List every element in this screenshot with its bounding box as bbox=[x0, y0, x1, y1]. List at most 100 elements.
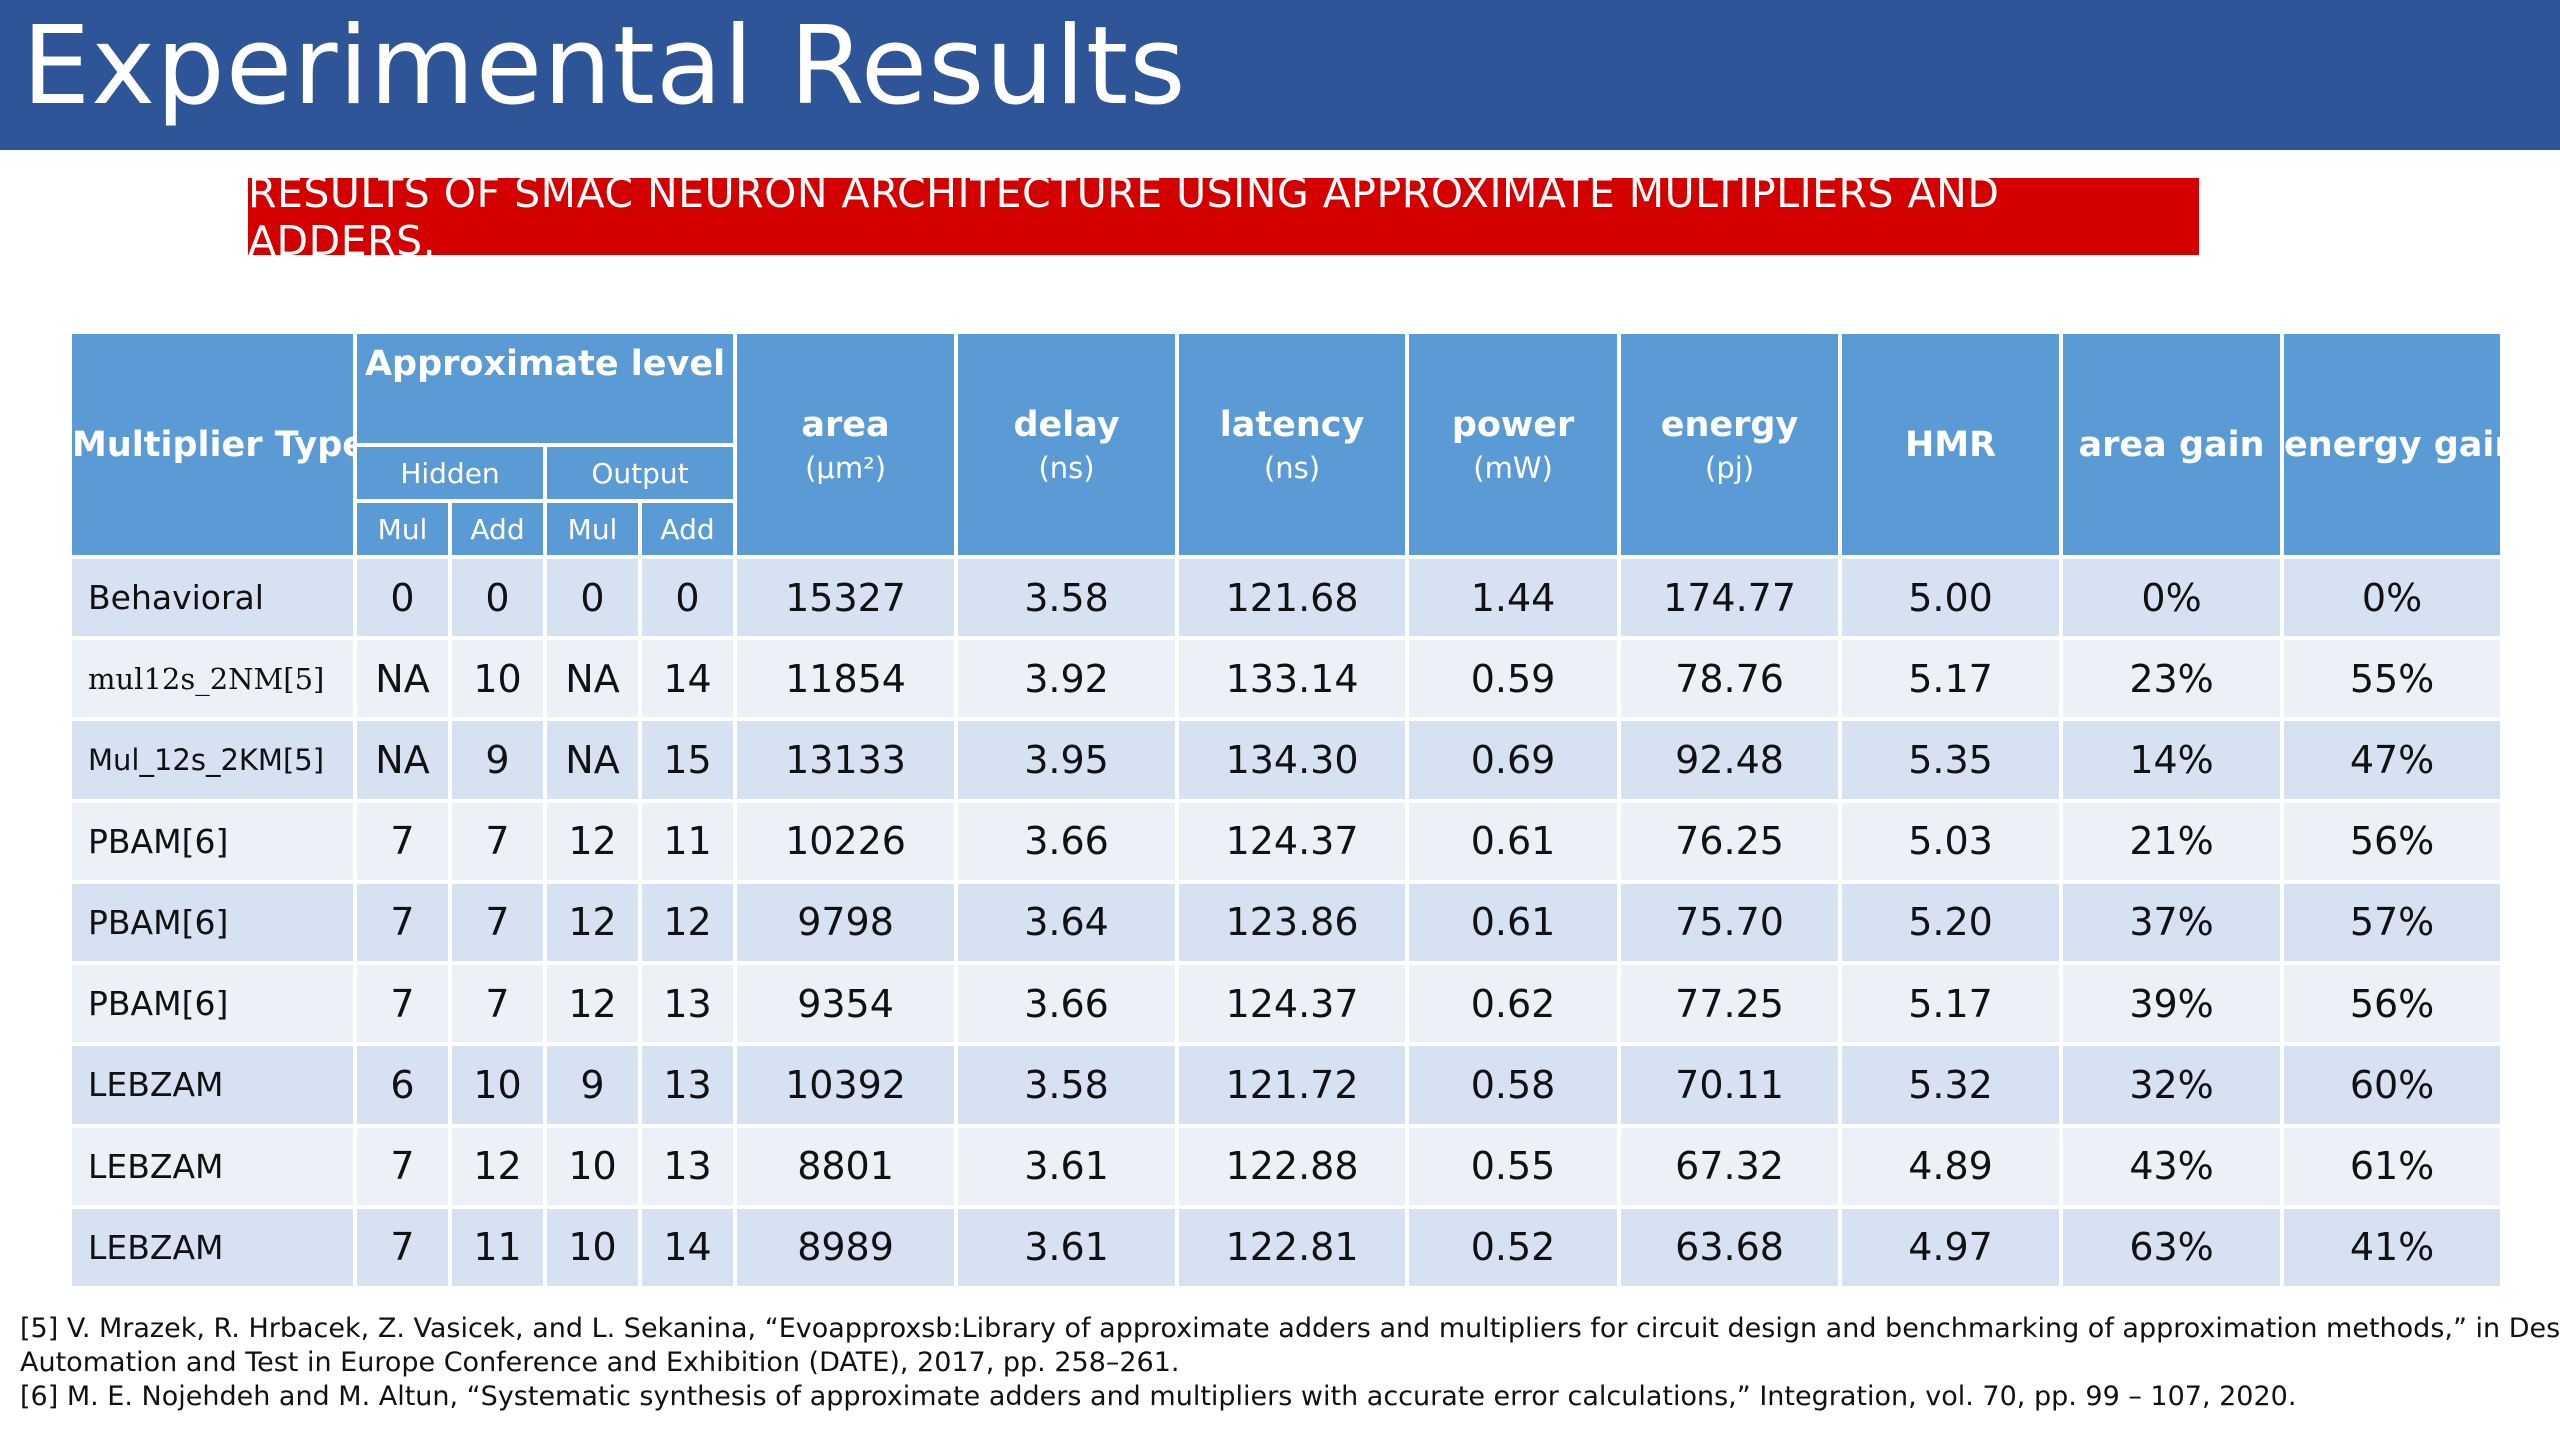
cell-multiplier-type: LEBZAM bbox=[68, 1042, 357, 1128]
table-row: PBAM[6] 7 7 12 12 9798 3.64 123.86 0.61 … bbox=[68, 879, 2505, 966]
cell-energy: 78.76 bbox=[1617, 636, 1843, 722]
header-area-label: area bbox=[801, 404, 890, 445]
cell-hidden-add: 7 bbox=[448, 879, 547, 966]
cell-area: 13133 bbox=[733, 717, 959, 803]
header-hmr: HMR bbox=[1838, 330, 2064, 559]
cell-power: 0.69 bbox=[1405, 717, 1622, 803]
cell-delay: 3.64 bbox=[954, 879, 1180, 966]
cell-output-mul: 9 bbox=[543, 1042, 642, 1128]
cell-output-add: 14 bbox=[637, 636, 738, 722]
cell-hidden-mul: NA bbox=[353, 636, 452, 722]
cell-energy: 67.32 bbox=[1617, 1123, 1843, 1209]
table-row: Behavioral 0 0 0 0 15327 3.58 121.68 1.4… bbox=[68, 554, 2505, 641]
header-delay-unit: (ns) bbox=[1038, 450, 1095, 485]
cell-output-mul: 12 bbox=[543, 798, 642, 884]
cell-hmr: 5.03 bbox=[1838, 798, 2064, 884]
header-area-gain: area gain bbox=[2059, 330, 2285, 559]
cell-area: 9798 bbox=[733, 879, 959, 966]
header-energy: energy (pj) bbox=[1617, 330, 1843, 559]
cell-latency: 124.37 bbox=[1175, 961, 1410, 1047]
cell-multiplier-type: PBAM[6] bbox=[68, 879, 357, 966]
cell-output-add: 15 bbox=[637, 717, 738, 803]
cell-hidden-mul: 7 bbox=[353, 961, 452, 1047]
header-multiplier-type: Multiplier Type bbox=[68, 330, 357, 559]
cell-energy: 77.25 bbox=[1617, 961, 1843, 1047]
cell-power: 0.61 bbox=[1405, 879, 1622, 966]
cell-output-mul: 0 bbox=[543, 554, 642, 641]
cell-output-mul: 10 bbox=[543, 1204, 642, 1291]
cell-area: 9354 bbox=[733, 961, 959, 1047]
cell-latency: 123.86 bbox=[1175, 879, 1410, 966]
header-area: area (μm²) bbox=[733, 330, 959, 559]
cell-energy-gain: 0% bbox=[2280, 554, 2505, 641]
title-bar: Experimental Results bbox=[0, 0, 2560, 150]
slide-title: Experimental Results bbox=[22, 4, 1187, 129]
cell-multiplier-type: mul12s_2NM[5] bbox=[68, 636, 357, 722]
cell-area: 15327 bbox=[733, 554, 959, 641]
cell-area-gain: 23% bbox=[2059, 636, 2285, 722]
cell-energy: 70.11 bbox=[1617, 1042, 1843, 1128]
cell-output-mul: NA bbox=[543, 717, 642, 803]
reference-6: [6] M. E. Nojehdeh and M. Altun, “System… bbox=[20, 1381, 2297, 1412]
cell-hidden-mul: NA bbox=[353, 717, 452, 803]
cell-output-add: 13 bbox=[637, 961, 738, 1047]
cell-hmr: 5.00 bbox=[1838, 554, 2064, 641]
cell-latency: 121.72 bbox=[1175, 1042, 1410, 1128]
reference-5-line-1: [5] V. Mrazek, R. Hrbacek, Z. Vasicek, a… bbox=[20, 1313, 2560, 1344]
header-hidden: Hidden bbox=[353, 443, 547, 503]
cell-hmr: 4.97 bbox=[1838, 1204, 2064, 1291]
cell-multiplier-type: LEBZAM bbox=[68, 1123, 357, 1209]
cell-output-add: 11 bbox=[637, 798, 738, 884]
cell-area: 10392 bbox=[733, 1042, 959, 1128]
cell-output-add: 13 bbox=[637, 1042, 738, 1128]
cell-energy-gain: 47% bbox=[2280, 717, 2505, 803]
cell-power: 0.62 bbox=[1405, 961, 1622, 1047]
header-approximate-level: Approximate level bbox=[352, 330, 738, 447]
cell-hidden-add: 7 bbox=[448, 798, 547, 884]
cell-output-mul: 12 bbox=[543, 961, 642, 1047]
header-latency-unit: (ns) bbox=[1263, 450, 1321, 485]
cell-hmr: 5.32 bbox=[1838, 1042, 2064, 1128]
header-area-unit: (μm²) bbox=[805, 450, 887, 485]
cell-delay: 3.58 bbox=[954, 554, 1180, 641]
cell-multiplier-type: LEBZAM bbox=[68, 1204, 357, 1291]
cell-area-gain: 39% bbox=[2059, 961, 2285, 1047]
cell-energy: 174.77 bbox=[1617, 554, 1843, 641]
cell-hidden-mul: 7 bbox=[353, 879, 452, 966]
cell-hmr: 5.35 bbox=[1838, 717, 2064, 803]
table-row: PBAM[6] 7 7 12 13 9354 3.66 124.37 0.62 … bbox=[68, 961, 2505, 1047]
cell-latency: 122.81 bbox=[1175, 1204, 1410, 1291]
cell-area-gain: 37% bbox=[2059, 879, 2285, 966]
header-latency-label: latency bbox=[1219, 404, 1365, 445]
cell-latency: 121.68 bbox=[1175, 554, 1410, 641]
header-energy-gain: energy gain bbox=[2280, 330, 2505, 559]
table-body: Behavioral 0 0 0 0 15327 3.58 121.68 1.4… bbox=[68, 554, 2505, 1291]
cell-delay: 3.58 bbox=[954, 1042, 1180, 1128]
reference-5-line-2: Automation and Test in Europe Conference… bbox=[20, 1347, 1180, 1378]
header-delay: delay (ns) bbox=[954, 330, 1180, 559]
header-power: power (mW) bbox=[1405, 330, 1622, 559]
header-latency: latency (ns) bbox=[1175, 330, 1410, 559]
cell-latency: 133.14 bbox=[1175, 636, 1410, 722]
table-row: Mul_12s_2KM[5] NA 9 NA 15 13133 3.95 134… bbox=[68, 717, 2505, 803]
header-output-mul: Mul bbox=[543, 499, 642, 559]
cell-area: 10226 bbox=[733, 798, 959, 884]
cell-hmr: 5.17 bbox=[1838, 961, 2064, 1047]
cell-hidden-add: 10 bbox=[448, 1042, 547, 1128]
cell-output-add: 13 bbox=[637, 1123, 738, 1209]
cell-delay: 3.92 bbox=[954, 636, 1180, 722]
cell-hmr: 4.89 bbox=[1838, 1123, 2064, 1209]
cell-hidden-mul: 6 bbox=[353, 1042, 452, 1128]
references: [5] V. Mrazek, R. Hrbacek, Z. Vasicek, a… bbox=[20, 1312, 2560, 1414]
cell-area-gain: 21% bbox=[2059, 798, 2285, 884]
cell-hidden-mul: 0 bbox=[353, 554, 452, 641]
cell-multiplier-type: Behavioral bbox=[68, 554, 357, 641]
cell-delay: 3.95 bbox=[954, 717, 1180, 803]
header-output-add: Add bbox=[637, 499, 738, 559]
results-table: Multiplier Type Approximate level area (μ… bbox=[68, 330, 2505, 1291]
header-power-unit: (mW) bbox=[1473, 450, 1553, 485]
cell-area-gain: 63% bbox=[2059, 1204, 2285, 1291]
table-row: LEBZAM 7 11 10 14 8989 3.61 122.81 0.52 … bbox=[68, 1204, 2505, 1291]
cell-energy: 92.48 bbox=[1617, 717, 1843, 803]
cell-hidden-add: 10 bbox=[448, 636, 547, 722]
